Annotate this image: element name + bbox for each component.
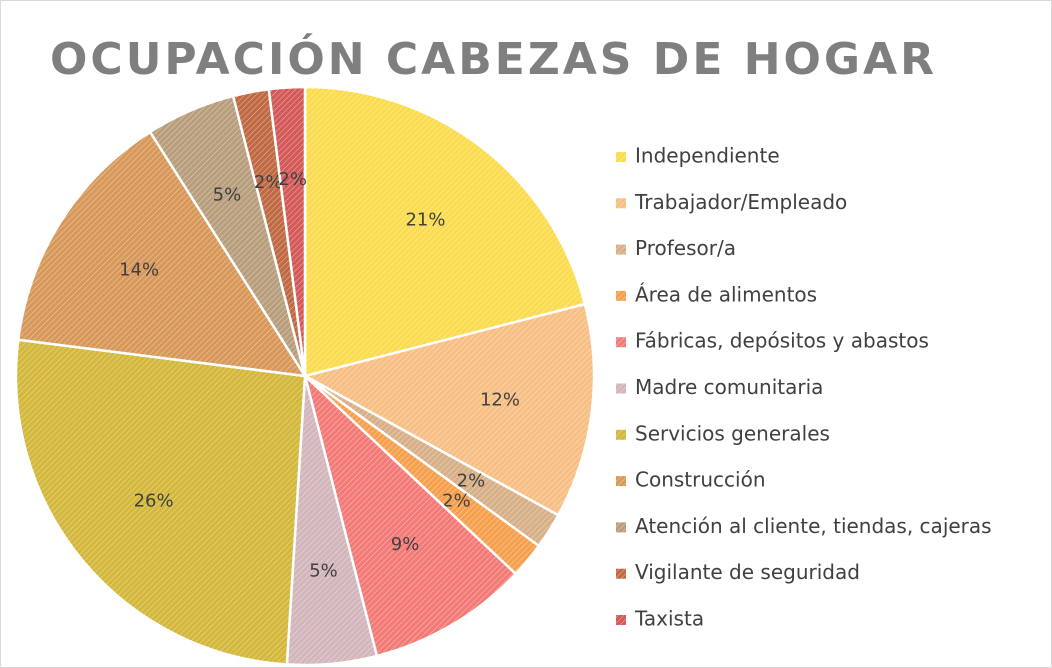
data-label: 2%	[254, 172, 283, 193]
data-label: 2%	[442, 490, 471, 511]
legend-label: Atención al cliente, tiendas, cajeras	[635, 514, 992, 538]
legend-swatch	[616, 244, 626, 255]
legend-label: Área de alimentos	[635, 282, 817, 306]
legend-label: Taxista	[634, 607, 704, 631]
pie-slice	[16, 130, 308, 378]
legend-label: Independiente	[635, 144, 780, 168]
chart-title: OCUPACIÓN CABEZAS DE HOGAR	[50, 32, 937, 85]
legend-swatch	[616, 522, 626, 533]
data-label: 21%	[405, 210, 445, 231]
legend-label: Construcción	[635, 468, 766, 492]
legend-label: Profesor/a	[635, 236, 736, 260]
legend-swatch	[616, 198, 626, 209]
pie-slice	[302, 372, 518, 658]
legend-label: Vigilante de seguridad	[635, 560, 860, 584]
data-label: 9%	[391, 534, 420, 555]
legend-swatch	[616, 615, 626, 625]
legend-label: Trabajador/Empleado	[634, 190, 847, 214]
pie-slice	[267, 85, 307, 377]
legend-swatch	[616, 568, 626, 579]
legend-label: Madre comunitaria	[635, 375, 823, 399]
pie-slice	[303, 85, 587, 378]
legend-swatch	[616, 152, 626, 162]
legend-swatch	[616, 383, 626, 394]
legend-swatch	[616, 476, 626, 487]
data-label: 2%	[457, 470, 486, 491]
data-label: 14%	[119, 260, 159, 281]
data-label: 5%	[213, 185, 242, 206]
data-label: 2%	[278, 169, 307, 190]
legend-swatch	[616, 290, 626, 301]
pie-slice	[14, 338, 307, 666]
legend-swatch	[616, 429, 626, 440]
legend-swatch	[616, 337, 626, 348]
legend-label: Fábricas, depósitos y abastos	[635, 329, 929, 353]
legend-label: Servicios generales	[635, 421, 830, 445]
data-label: 5%	[309, 561, 338, 582]
data-label: 12%	[480, 390, 520, 411]
data-label: 26%	[134, 490, 174, 511]
pie-slice	[301, 302, 596, 517]
